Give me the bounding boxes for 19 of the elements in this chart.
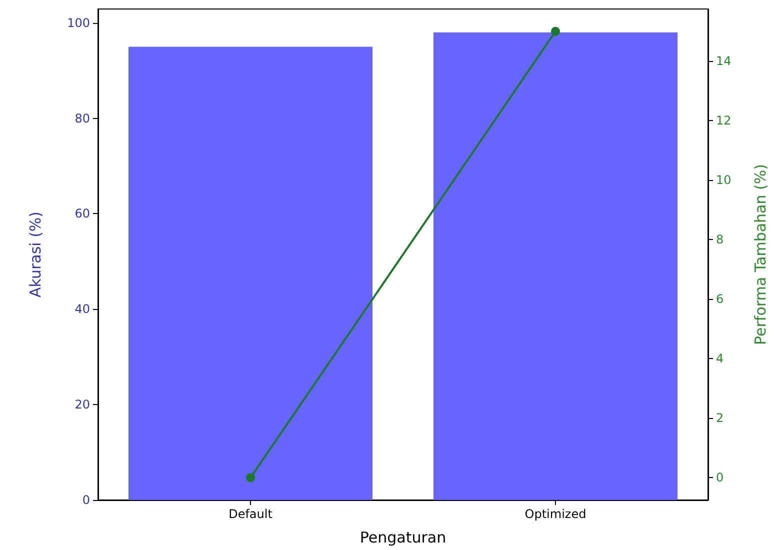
y2-tick-label: 4	[716, 352, 724, 366]
y2-tick-label: 6	[716, 292, 724, 306]
y2-tick-label: 0	[716, 470, 724, 485]
x-tick-label: Default	[228, 507, 273, 521]
y-tick-label: 40	[74, 302, 90, 316]
y-tick-label: 60	[74, 206, 90, 221]
y-tick-label: 0	[82, 493, 90, 507]
y2-tick-label: 2	[716, 411, 724, 426]
y2-tick-label: 10	[716, 173, 732, 188]
x-axis-title: Pengaturan	[360, 528, 446, 546]
y-tick-label: 100	[67, 16, 90, 30]
y-axis-title: Akurasi (%)	[26, 211, 44, 298]
y2-tick-label: 8	[716, 232, 724, 247]
y2-tick-label: 12	[716, 114, 732, 128]
x-tick-label: Optimized	[524, 507, 586, 521]
y2-axis-title: Performa Tambahan (%)	[752, 164, 770, 345]
y-tick-label: 80	[74, 111, 90, 126]
y-tick-label: 20	[74, 398, 90, 412]
y2-tick-label: 14	[716, 54, 732, 68]
